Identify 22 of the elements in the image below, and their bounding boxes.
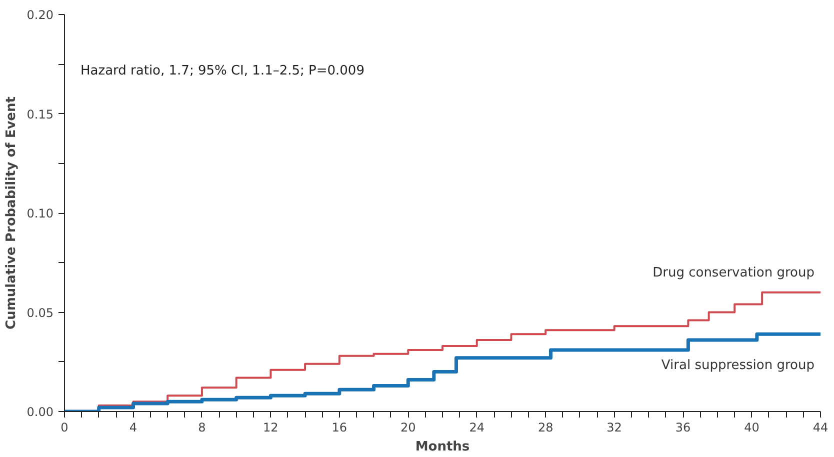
x-tick-label: 8 (198, 420, 206, 434)
y-axis-title: Cumulative Probability of Event (4, 96, 19, 330)
x-tick-label: 12 (263, 420, 278, 434)
x-tick-label: 16 (332, 420, 348, 434)
x-tick-label: 44 (812, 420, 828, 434)
x-tick-label: 32 (606, 420, 622, 434)
x-tick-label: 36 (675, 420, 691, 434)
annotation: Hazard ratio, 1.7; 95% CI, 1.1–2.5; P=0.009 (80, 64, 364, 78)
x-tick-label: 28 (538, 420, 554, 434)
x-tick-label: 24 (469, 420, 485, 434)
series-label: Drug conservation group (652, 265, 815, 280)
x-tick-label: 20 (400, 420, 416, 434)
y-tick-label: 0.20 (26, 8, 54, 22)
x-tick-label: 0 (60, 420, 68, 434)
x-tick-label: 4 (129, 420, 138, 434)
series-label: Viral suppression group (661, 358, 815, 374)
y-tick-label: 0.00 (26, 405, 54, 419)
y-tick-label: 0.05 (26, 306, 54, 320)
x-axis-title: Months (415, 440, 470, 454)
x-tick-label: 40 (744, 420, 760, 434)
y-tick-label: 0.15 (26, 107, 54, 122)
y-tick-label: 0.10 (26, 206, 54, 220)
